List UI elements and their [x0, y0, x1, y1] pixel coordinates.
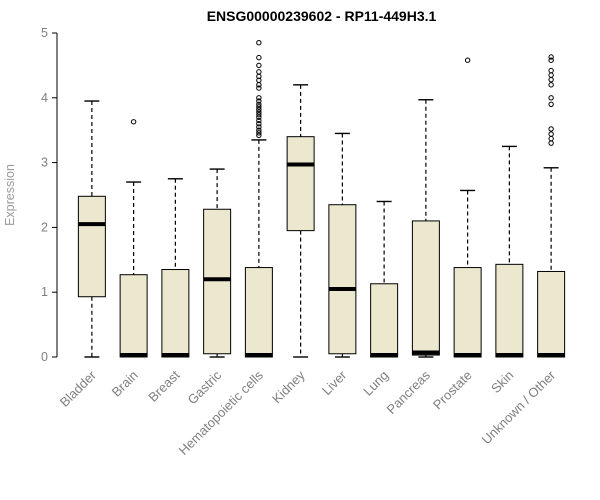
y-axis: 0 1 2 3 4 5	[41, 26, 58, 364]
outlier-point	[256, 124, 262, 130]
outlier-point	[256, 111, 262, 118]
outlier-point	[256, 104, 262, 110]
outlier-point	[256, 77, 262, 84]
box-kidney	[286, 84, 315, 358]
outlier-point	[256, 121, 262, 127]
iqr-box	[244, 267, 273, 358]
box-unknown-other	[537, 54, 566, 358]
iqr-box	[286, 136, 315, 232]
iqr-box	[328, 204, 357, 355]
box-pancreas	[411, 99, 440, 358]
iqr-box	[495, 263, 524, 358]
outlier-point	[256, 54, 262, 61]
outlier-point	[256, 95, 262, 101]
box-hematopoietic-cells	[244, 40, 273, 358]
outlier-point	[256, 106, 262, 113]
outlier-point	[256, 101, 262, 107]
y-tick-label: 2	[41, 220, 48, 234]
box-bladder	[77, 100, 106, 358]
outlier-point	[464, 57, 471, 63]
outlier-point	[548, 54, 554, 60]
y-tick-label: 3	[41, 156, 48, 170]
outlier-point	[256, 114, 262, 120]
y-tick-label: 5	[41, 26, 48, 40]
outlier-point	[256, 40, 262, 46]
y-tick-label: 1	[41, 285, 48, 299]
y-axis-title: Expression	[3, 164, 17, 226]
iqr-box	[453, 267, 482, 358]
iqr-box	[370, 283, 399, 358]
box-lung	[370, 200, 399, 358]
iqr-box	[203, 208, 232, 355]
outlier-point	[256, 69, 262, 75]
y-tick-label: 0	[41, 350, 48, 364]
outlier-point	[256, 98, 262, 104]
box-skin	[495, 145, 524, 358]
outlier-point	[548, 67, 554, 74]
outlier-point	[130, 119, 137, 125]
outlier-point	[256, 130, 262, 136]
outlier-point	[548, 131, 554, 137]
outlier-point	[548, 82, 554, 88]
iqr-box	[537, 270, 566, 358]
box-liver	[328, 132, 357, 358]
box-brain	[119, 119, 148, 358]
iqr-box	[411, 220, 440, 356]
outlier-point	[256, 109, 262, 115]
outlier-point	[256, 132, 262, 139]
iqr-box	[161, 269, 190, 358]
outlier-point	[256, 127, 262, 133]
iqr-box	[77, 195, 106, 298]
y-tick-label: 4	[41, 91, 48, 105]
box-breast	[161, 178, 190, 358]
iqr-box	[119, 274, 148, 358]
outlier-point	[548, 126, 554, 132]
outlier-point	[256, 85, 262, 91]
outlier-point	[548, 95, 554, 101]
outlier-point	[256, 62, 262, 69]
outlier-point	[256, 117, 262, 124]
box-prostate	[453, 57, 482, 358]
outlier-point	[548, 101, 554, 107]
chart-title: ENSG00000239602 - RP11-449H3.1	[207, 8, 437, 24]
box-gastric	[203, 168, 232, 358]
outlier-point	[548, 57, 554, 63]
